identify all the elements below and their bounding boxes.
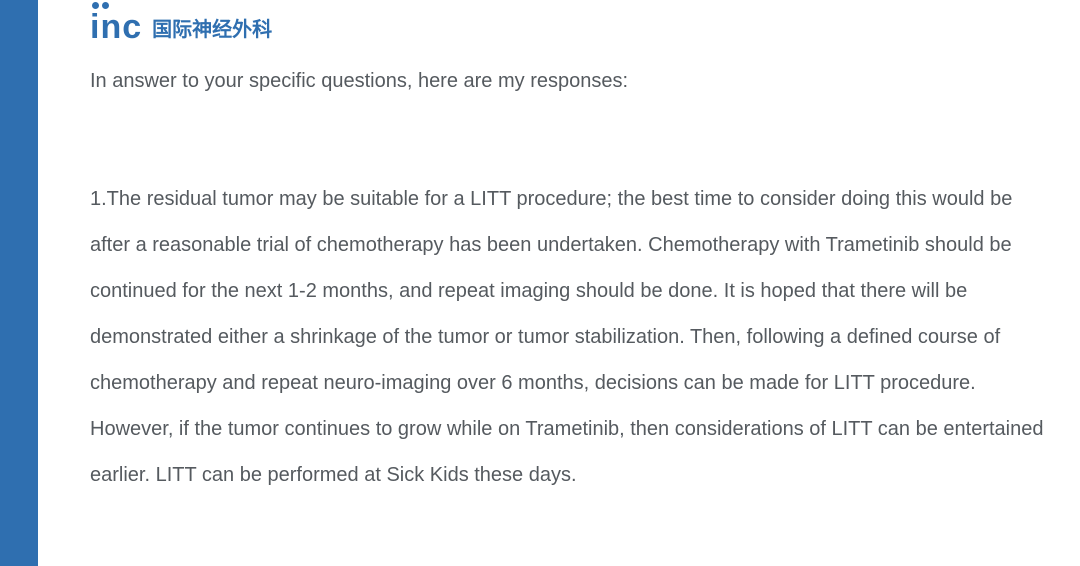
logo-subtitle: 国际神经外科 (152, 13, 272, 44)
logo-dot-1 (92, 2, 99, 9)
intro-line: In answer to your specific questions, he… (90, 58, 1050, 104)
logo-dot-2 (102, 2, 109, 9)
content-area: In answer to your specific questions, he… (90, 58, 1050, 498)
logo-letters: inc (90, 8, 142, 46)
logo-text: inc (90, 10, 142, 44)
logo-block: inc 国际神经外科 (90, 10, 272, 44)
body-paragraph: 1.The residual tumor may be suitable for… (90, 176, 1050, 498)
document-page: inc 国际神经外科 In answer to your specific qu… (0, 0, 1080, 566)
left-accent-bar (0, 0, 38, 566)
